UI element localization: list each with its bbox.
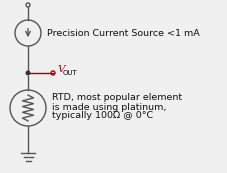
- Text: Precision Current Source <1 mA: Precision Current Source <1 mA: [47, 29, 200, 38]
- Circle shape: [25, 71, 30, 75]
- Text: typically 100Ω @ 0°C: typically 100Ω @ 0°C: [52, 112, 153, 121]
- Text: OUT: OUT: [63, 70, 78, 76]
- Text: V: V: [57, 65, 64, 74]
- Text: RTD, most popular element: RTD, most popular element: [52, 93, 182, 102]
- Text: is made using platinum,: is made using platinum,: [52, 102, 166, 112]
